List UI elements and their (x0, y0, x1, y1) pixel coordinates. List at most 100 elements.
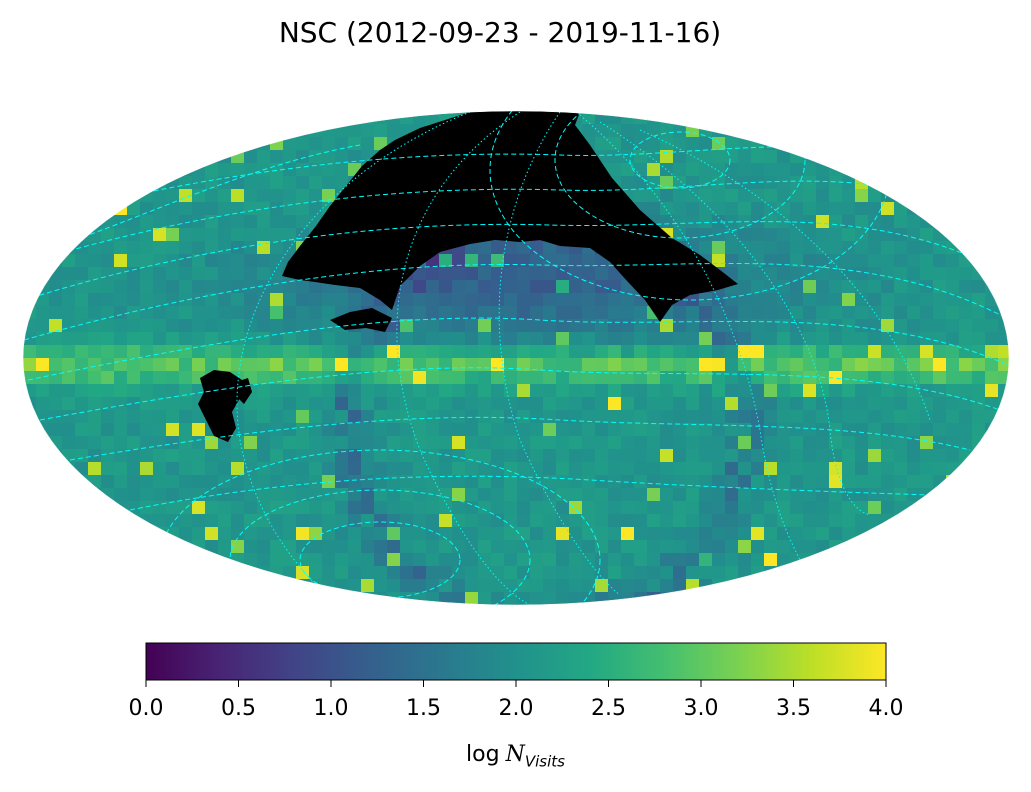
heatmap-pixel (946, 319, 960, 333)
heatmap-pixel (426, 566, 440, 580)
heatmap-pixel (244, 540, 258, 554)
heatmap-pixel (608, 137, 622, 151)
heatmap-pixel (868, 332, 882, 346)
heatmap-pixel (569, 293, 583, 307)
heatmap-pixel (166, 488, 180, 502)
heatmap-pixel (244, 176, 258, 190)
heatmap-pixel (36, 332, 50, 346)
heatmap-pixel (335, 501, 349, 515)
heatmap-pixel (296, 540, 310, 554)
heatmap-pixel (647, 436, 661, 450)
heatmap-pixel (439, 436, 453, 450)
heatmap-pixel (725, 514, 739, 528)
heatmap-pixel (179, 449, 193, 463)
heatmap-pixel (712, 215, 726, 229)
heatmap-pixel (231, 332, 245, 346)
heatmap-pixel (530, 514, 544, 528)
heatmap-pixel (647, 540, 661, 554)
heatmap-pixel (751, 241, 765, 255)
heatmap-pixel (23, 332, 37, 346)
heatmap-pixel (153, 358, 167, 372)
heatmap-pixel (582, 124, 596, 138)
heatmap-pixel (582, 553, 596, 567)
heatmap-pixel (244, 319, 258, 333)
heatmap-pixel (634, 189, 648, 203)
heatmap-pixel (790, 202, 804, 216)
heatmap-pixel (634, 423, 648, 437)
heatmap-pixel (946, 371, 960, 385)
heatmap-pixel (582, 384, 596, 398)
heatmap-pixel (205, 189, 219, 203)
heatmap-pixel (179, 397, 193, 411)
heatmap-pixel (829, 488, 843, 502)
heatmap-pixel (751, 280, 765, 294)
heatmap-pixel (270, 241, 284, 255)
heatmap-pixel (361, 579, 375, 593)
heatmap-pixel (517, 449, 531, 463)
heatmap-pixel (777, 202, 791, 216)
heatmap-pixel (88, 397, 102, 411)
heatmap-pixel (517, 332, 531, 346)
heatmap-pixel (101, 345, 115, 359)
heatmap-pixel (933, 488, 947, 502)
heatmap-pixel (491, 579, 505, 593)
heatmap-pixel (413, 423, 427, 437)
heatmap-pixel (673, 202, 687, 216)
heatmap-pixel (699, 202, 713, 216)
heatmap-pixel (608, 332, 622, 346)
heatmap-pixel (972, 371, 986, 385)
heatmap-pixel (231, 501, 245, 515)
heatmap-pixel (413, 332, 427, 346)
heatmap-pixel (23, 358, 37, 372)
heatmap-pixel (413, 579, 427, 593)
heatmap-pixel (478, 592, 492, 605)
heatmap-pixel (556, 566, 570, 580)
heatmap-pixel (36, 410, 50, 424)
heatmap-pixel (673, 527, 687, 541)
heatmap-pixel (582, 566, 596, 580)
heatmap-pixel (738, 137, 752, 151)
heatmap-pixel (140, 202, 154, 216)
heatmap-pixel (114, 319, 128, 333)
heatmap-pixel (634, 345, 648, 359)
heatmap-pixel (231, 345, 245, 359)
heatmap-pixel (88, 267, 102, 281)
heatmap-pixel (231, 150, 245, 164)
heatmap-pixel (660, 475, 674, 489)
heatmap-pixel (75, 332, 89, 346)
heatmap-pixel (829, 384, 843, 398)
heatmap-pixel (192, 254, 206, 268)
heatmap-pixel (205, 176, 219, 190)
heatmap-pixel (686, 371, 700, 385)
heatmap-pixel (647, 501, 661, 515)
heatmap-pixel (933, 410, 947, 424)
heatmap-pixel (283, 501, 297, 515)
heatmap-pixel (712, 358, 726, 372)
heatmap-pixel (881, 436, 895, 450)
heatmap-pixel (101, 436, 115, 450)
heatmap-pixel (179, 306, 193, 320)
heatmap-pixel (881, 514, 895, 528)
heatmap-pixel (465, 423, 479, 437)
heatmap-pixel (75, 397, 89, 411)
heatmap-pixel (244, 436, 258, 450)
heatmap-pixel (192, 189, 206, 203)
heatmap-pixel (270, 137, 284, 151)
heatmap-pixel (283, 514, 297, 528)
heatmap-pixel (75, 462, 89, 476)
heatmap-pixel (127, 319, 141, 333)
heatmap-pixel (608, 293, 622, 307)
heatmap-pixel (75, 410, 89, 424)
heatmap-pixel (647, 358, 661, 372)
heatmap-pixel (517, 501, 531, 515)
heatmap-pixel (998, 397, 1009, 411)
heatmap-pixel (491, 319, 505, 333)
heatmap-pixel (166, 410, 180, 424)
heatmap-pixel (660, 202, 674, 216)
heatmap-pixel (686, 501, 700, 515)
heatmap-pixel (582, 449, 596, 463)
heatmap-pixel (803, 241, 817, 255)
heatmap-pixel (582, 397, 596, 411)
heatmap-pixel (985, 423, 999, 437)
heatmap-pixel (192, 306, 206, 320)
